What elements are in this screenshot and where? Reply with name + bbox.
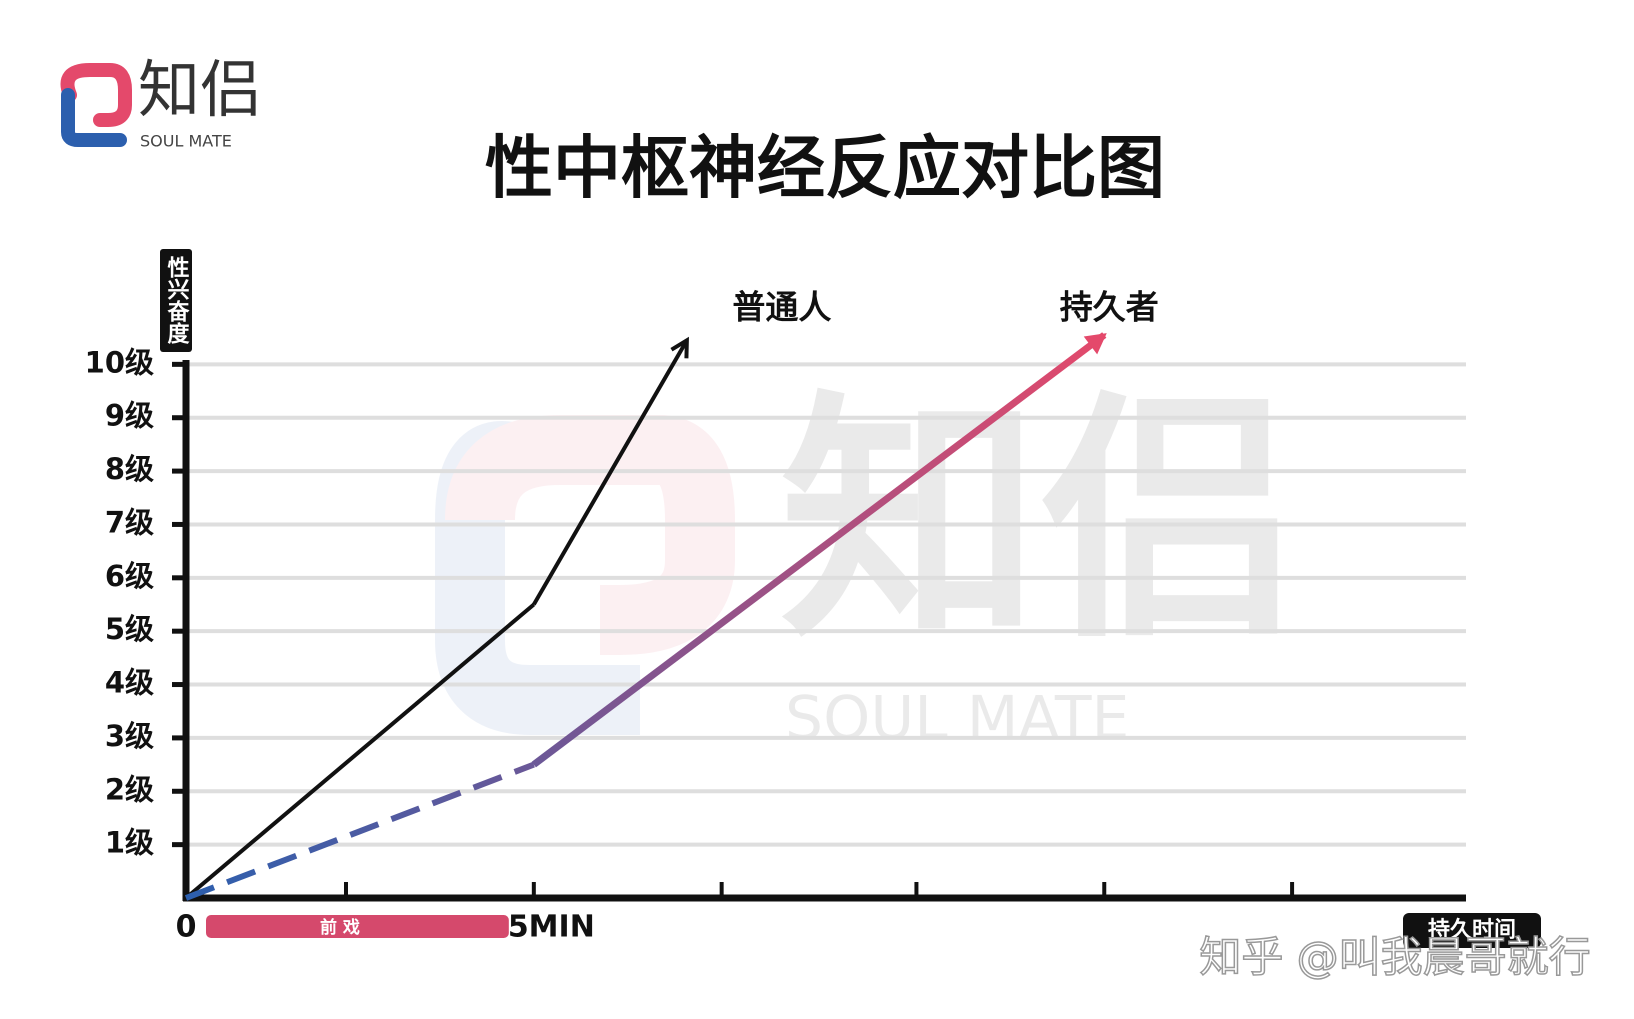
logo: 知侣 SOUL MATE — [60, 53, 262, 151]
x-tick-label: 0 — [176, 910, 197, 945]
series-label: 持久者 — [1060, 288, 1159, 327]
x-tick-label: 5MIN — [508, 910, 595, 945]
bg-logo-name: 知侣 — [780, 371, 1300, 673]
arrow-head — [1083, 333, 1107, 355]
foreplay-band — [206, 915, 509, 938]
y-label-box — [160, 249, 192, 352]
series-label: 普通人 — [732, 288, 831, 327]
bg-logo-shape — [445, 415, 735, 655]
logo-shape — [61, 88, 127, 147]
series-line — [531, 332, 1107, 768]
bg-logo-shape — [435, 421, 640, 735]
y-tick-label: 6级 — [105, 559, 154, 593]
y-axis-label: 性兴奋度 — [164, 256, 191, 345]
y-tick-label: 5级 — [105, 612, 154, 646]
bg-logo-tagline: SOUL MATE — [785, 684, 1129, 754]
x-label-box — [1403, 913, 1541, 948]
y-tick-label: 2级 — [105, 772, 154, 806]
y-tick-label: 1级 — [105, 826, 154, 860]
series-line — [184, 602, 536, 900]
y-tick-label: 9级 — [105, 399, 154, 433]
y-tick-label: 10级 — [85, 345, 154, 379]
series-line — [184, 761, 535, 901]
arrow-head — [670, 336, 689, 359]
series-line — [532, 339, 689, 606]
foreplay-label: 前 戏 — [320, 917, 360, 938]
logo-shape — [60, 63, 132, 127]
y-tick-label: 8级 — [105, 452, 154, 486]
x-axis-label: 持久时间 — [1428, 917, 1516, 943]
y-tick-label: 4级 — [105, 666, 154, 700]
y-tick-label: 3级 — [105, 719, 154, 753]
y-tick-label: 7级 — [105, 505, 154, 539]
logo-name: 知侣 — [138, 53, 262, 126]
logo-tagline: SOUL MATE — [140, 132, 232, 151]
watermark: 知乎 @叫我晨哥就行 — [1199, 933, 1590, 982]
chart-title: 性中枢神经反应对比图 — [485, 130, 1165, 209]
bg-watermark: 知侣 SOUL MATE — [435, 371, 1300, 754]
